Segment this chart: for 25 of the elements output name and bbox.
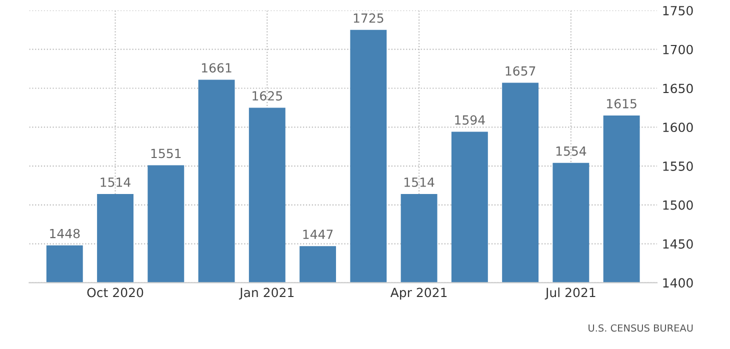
data-label: 1661 <box>202 63 232 73</box>
x-tick-label: Jul 2021 <box>544 288 596 300</box>
y-tick-label: 1550 <box>663 161 693 171</box>
data-label: 1725 <box>354 13 384 23</box>
data-label: 1657 <box>506 66 536 76</box>
data-label: 1447 <box>303 230 333 239</box>
y-tick-label: 1700 <box>663 44 693 54</box>
data-label: 1448 <box>50 228 80 238</box>
data-label: 1594 <box>455 115 485 125</box>
y-tick-label: 1750 <box>663 6 693 16</box>
x-tick-label: Oct 2020 <box>87 288 144 298</box>
y-tick-label: 1650 <box>663 84 693 94</box>
data-label: 1514 <box>404 178 434 187</box>
y-tick-label: 1500 <box>663 200 693 210</box>
x-tick-label: Jan 2021 <box>238 288 294 300</box>
y-tick-label: 1450 <box>663 239 693 249</box>
y-tick-label: 1400 <box>663 278 693 288</box>
y-tick-label: 1600 <box>663 122 693 132</box>
data-label: 1615 <box>607 98 636 108</box>
text: U.S. CENSUS BUREAU <box>588 324 693 332</box>
data-label: 1625 <box>252 91 282 101</box>
data-label: 1514 <box>100 178 130 187</box>
x-tick-label: Apr 2021 <box>390 288 447 300</box>
data-label: 1551 <box>151 148 181 158</box>
data-label: 1554 <box>556 146 586 156</box>
